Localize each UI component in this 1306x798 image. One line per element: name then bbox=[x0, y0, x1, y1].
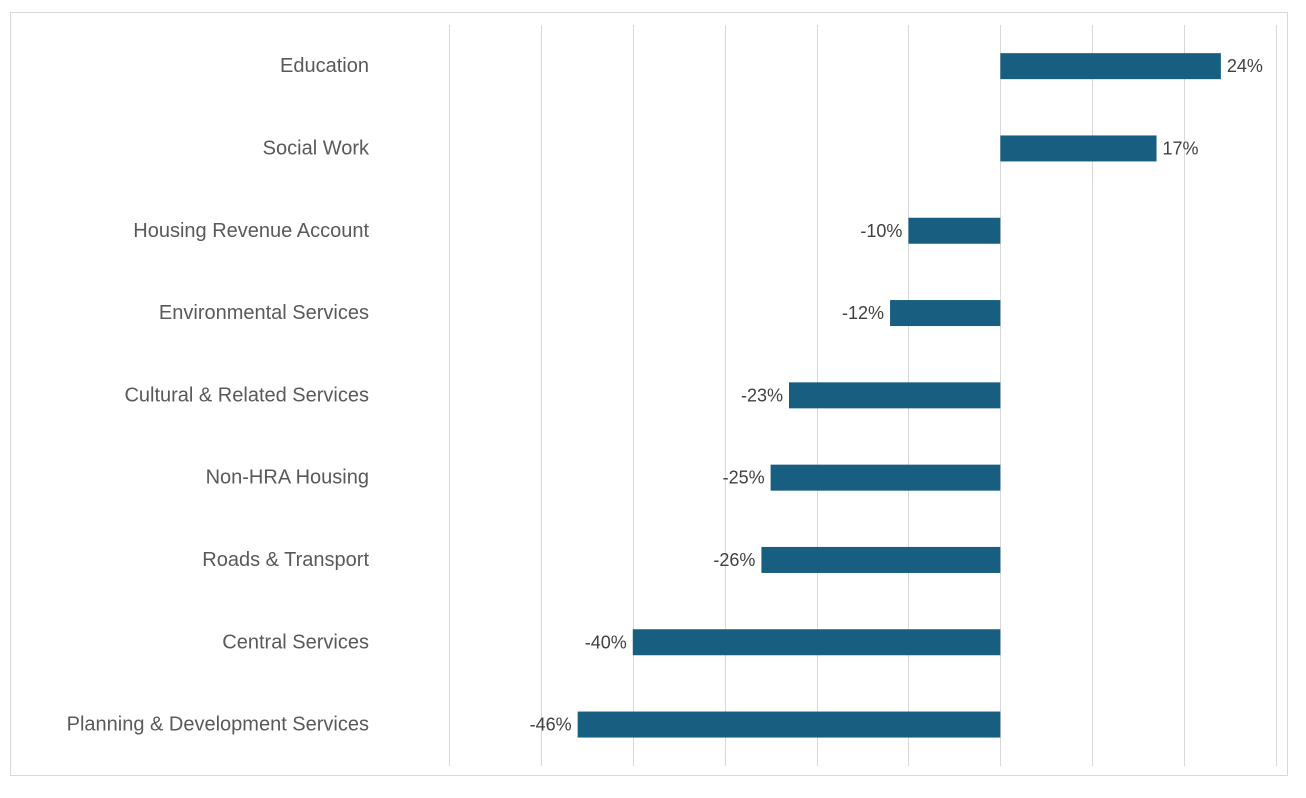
bar bbox=[761, 546, 1001, 573]
bar bbox=[1000, 53, 1221, 80]
value-label: -12% bbox=[842, 303, 884, 323]
category-label: Cultural & Related Services bbox=[124, 384, 369, 406]
category-label: Roads & Transport bbox=[202, 549, 369, 571]
bar bbox=[577, 711, 1001, 738]
bar bbox=[890, 300, 1001, 327]
value-label: -10% bbox=[860, 221, 902, 241]
value-label: -40% bbox=[585, 632, 627, 652]
category-label: Central Services bbox=[222, 631, 369, 653]
bar bbox=[770, 464, 1001, 491]
category-label: Non-HRA Housing bbox=[206, 467, 369, 489]
value-label: -25% bbox=[723, 468, 765, 488]
bar bbox=[1000, 135, 1157, 162]
category-label: Education bbox=[280, 55, 369, 77]
category-labels: Education Social Work Housing Revenue Acco… bbox=[67, 55, 370, 735]
category-label: Planning & Development Services bbox=[67, 714, 369, 736]
value-labels: 24% 17% -10% -12% -23% -25% -26% -40% -46% bbox=[530, 56, 1263, 734]
value-label: -23% bbox=[741, 385, 783, 405]
category-label: Social Work bbox=[263, 137, 370, 159]
category-label: Housing Revenue Account bbox=[133, 220, 369, 242]
value-label: 17% bbox=[1163, 138, 1199, 158]
bars bbox=[577, 53, 1221, 738]
bar bbox=[788, 382, 1001, 409]
value-label: -46% bbox=[530, 715, 572, 735]
category-label: Environmental Services bbox=[159, 302, 369, 324]
bar bbox=[632, 629, 1001, 656]
value-label: 24% bbox=[1227, 56, 1263, 76]
value-label: -26% bbox=[713, 550, 755, 570]
bar bbox=[908, 217, 1001, 244]
